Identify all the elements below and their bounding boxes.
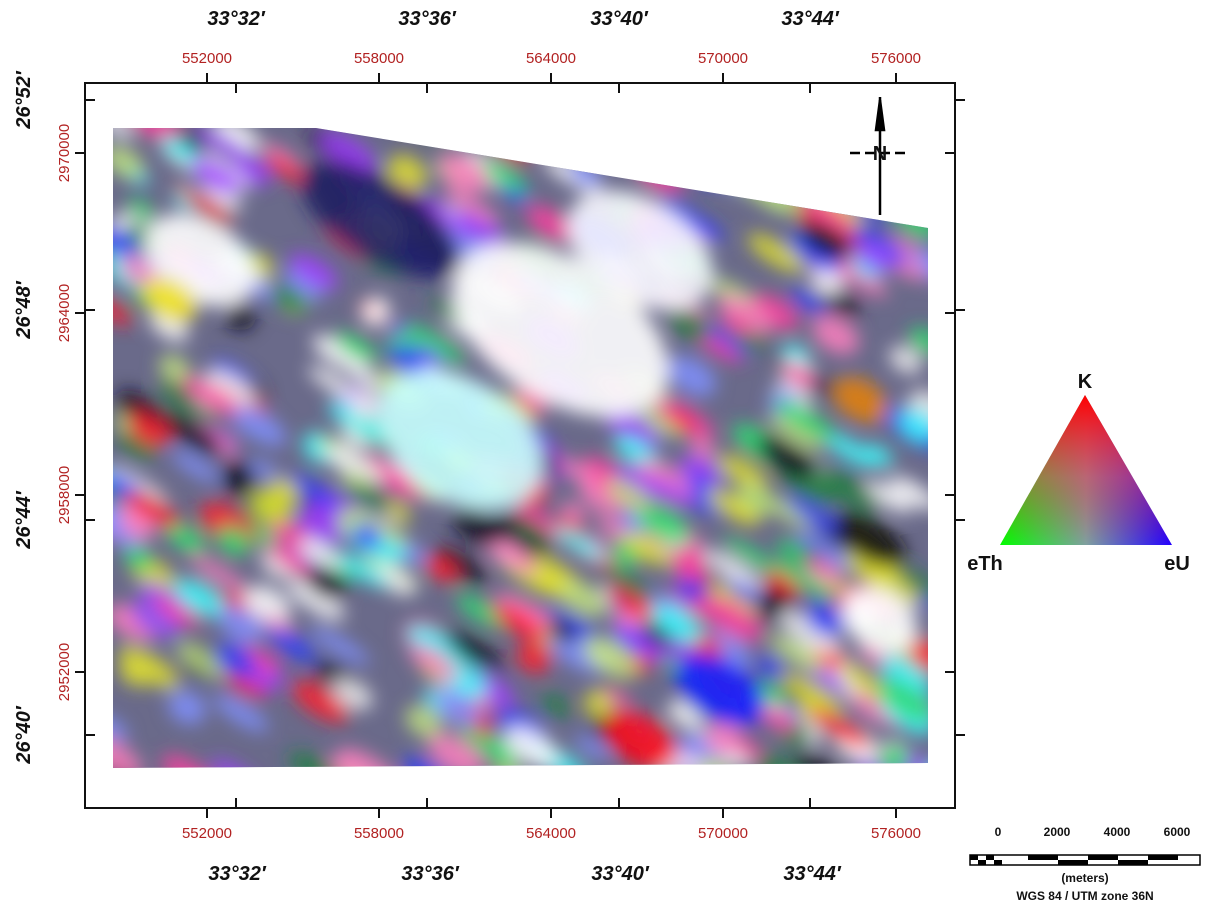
bottom-easting: 576000 bbox=[871, 825, 921, 842]
scale-tick-label: 6000 bbox=[1164, 825, 1191, 839]
bottom-longitude: 33°32′ bbox=[208, 863, 266, 885]
top-longitude: 33°32′ bbox=[207, 8, 265, 30]
legend-eu: eU bbox=[1164, 553, 1190, 575]
left-latitude: 26°48′ bbox=[13, 280, 35, 339]
top-easting: 552000 bbox=[182, 50, 232, 67]
scale-tick-label: 2000 bbox=[1044, 825, 1071, 839]
legend-eth: eTh bbox=[967, 553, 1003, 575]
scale-bar: (meters) WGS 84 / UTM zone 36N bbox=[970, 855, 1200, 903]
left-latitude: 26°40′ bbox=[13, 705, 35, 764]
top-longitude: 33°36′ bbox=[398, 8, 456, 30]
top-easting: 570000 bbox=[698, 50, 748, 67]
legend-k: K bbox=[1078, 371, 1093, 393]
map-figure: N K eTh eU (meters) WGS 84 / UTM zone 36… bbox=[0, 0, 1205, 910]
bottom-easting: 564000 bbox=[526, 825, 576, 842]
projection: WGS 84 / UTM zone 36N bbox=[1016, 889, 1153, 903]
left-latitude: 26°44′ bbox=[13, 490, 35, 549]
bottom-longitude: 33°40′ bbox=[591, 863, 649, 885]
top-easting: 558000 bbox=[354, 50, 404, 67]
top-longitude: 33°44′ bbox=[781, 8, 839, 30]
ternary-legend: K eTh eU bbox=[967, 371, 1190, 575]
north-label: N bbox=[873, 143, 887, 165]
top-easting: 564000 bbox=[526, 50, 576, 67]
top-longitude: 33°40′ bbox=[590, 8, 648, 30]
bottom-easting: 558000 bbox=[354, 825, 404, 842]
scale-tick-label: 4000 bbox=[1104, 825, 1131, 839]
bottom-easting: 552000 bbox=[182, 825, 232, 842]
bottom-longitude: 33°36′ bbox=[401, 863, 459, 885]
left-northing: 2958000 bbox=[56, 466, 73, 524]
left-latitude: 26°52′ bbox=[13, 70, 35, 129]
bottom-easting: 570000 bbox=[698, 825, 748, 842]
left-northing: 2970000 bbox=[56, 124, 73, 182]
left-northing: 2952000 bbox=[56, 643, 73, 701]
bottom-longitude: 33°44′ bbox=[783, 863, 841, 885]
scale-unit: (meters) bbox=[1061, 871, 1108, 885]
scale-tick-label: 0 bbox=[995, 825, 1002, 839]
left-northing: 2964000 bbox=[56, 284, 73, 342]
top-easting: 576000 bbox=[871, 50, 921, 67]
